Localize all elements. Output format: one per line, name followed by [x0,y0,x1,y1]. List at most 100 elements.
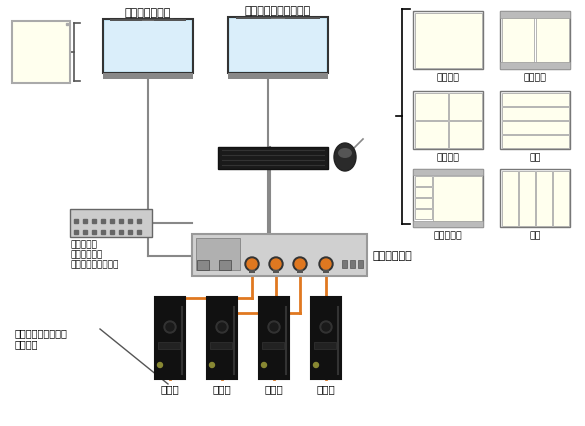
Bar [218,148,328,170]
Bar [219,260,231,271]
Text: 縦割: 縦割 [529,230,541,239]
Bar [518,171,535,226]
Circle shape [157,363,163,368]
Bar [413,170,483,176]
Bar [250,18,305,24]
Bar [415,198,432,208]
Bar [501,107,569,120]
Bar [342,260,347,268]
Bar [311,297,341,379]
Bar [110,20,142,24]
Text: ＫＶＭ複合ケーブル
（別売）: ＫＶＭ複合ケーブル （別売） [15,327,68,349]
Bar [103,74,193,80]
Bar [230,20,326,72]
Bar [501,19,534,63]
Circle shape [247,259,257,269]
Bar [314,342,336,349]
Circle shape [320,321,332,333]
Circle shape [245,257,259,271]
Bar [501,93,569,106]
Bar [501,135,569,148]
Circle shape [261,363,267,368]
Bar [285,18,320,23]
Bar [413,92,483,150]
Bar [323,269,329,273]
Text: 【メインコンソール】: 【メインコンソール】 [245,6,311,16]
Bar [210,342,232,349]
Bar [123,20,173,26]
Bar [500,12,570,19]
Bar [350,260,355,268]
Text: ＰＣ４: ＰＣ４ [316,383,335,393]
Circle shape [218,323,226,331]
Bar [297,269,303,273]
Bar [154,20,186,24]
Circle shape [314,363,318,368]
Bar [155,297,185,379]
Bar [415,93,448,120]
Text: シングル: シングル [436,73,459,82]
Text: ＲＰＭ専用
操作ユニット
ＭＯＵ－２（別売）: ＲＰＭ専用 操作ユニット ＭＯＵ－２（別売） [70,239,118,269]
Bar [415,209,432,219]
Circle shape [293,257,307,271]
Bar [415,14,481,68]
Text: ＲＰＭ－４Ｎ: ＲＰＭ－４Ｎ [372,250,412,260]
Ellipse shape [334,144,356,172]
Bar [103,20,193,74]
Bar [500,63,570,70]
Circle shape [216,321,228,333]
Bar [413,12,483,70]
Circle shape [209,363,215,368]
Bar [12,22,70,84]
Text: 横割: 横割 [529,153,541,161]
Bar [249,269,255,273]
Text: ＰＣ３: ＰＣ３ [264,383,283,393]
Bar [197,260,209,271]
Bar [415,121,448,148]
Bar [500,170,570,227]
Bar [501,171,518,226]
Ellipse shape [338,149,352,158]
Bar [433,176,482,221]
Circle shape [319,257,333,271]
Text: 【サブモニタ】: 【サブモニタ】 [125,8,171,18]
Circle shape [270,323,278,331]
Text: ＰＣ１: ＰＣ１ [161,383,180,393]
Bar [272,26,284,36]
Bar [273,269,279,273]
Bar [415,176,432,187]
Bar [500,12,570,70]
Bar [415,187,432,198]
Circle shape [268,321,280,333]
Text: ＰＣ２: ＰＣ２ [212,383,232,393]
Circle shape [322,323,330,331]
Bar [449,93,481,120]
Bar [228,74,328,79]
Circle shape [269,257,283,271]
Bar [228,18,328,74]
Text: ４－１分割: ４－１分割 [433,230,462,239]
Bar [207,297,237,379]
Bar [413,170,483,227]
Circle shape [164,321,176,333]
Bar [552,171,569,226]
Bar [535,171,552,226]
Circle shape [166,323,174,331]
Bar [236,18,271,23]
Bar [358,260,363,268]
Bar [262,342,284,349]
Bar [500,92,570,150]
Circle shape [321,259,331,269]
Circle shape [295,259,305,269]
Text: 均等分割: 均等分割 [436,153,459,161]
Bar [192,234,367,276]
Bar [158,342,180,349]
Bar [259,297,289,379]
Circle shape [271,259,281,269]
Bar [449,121,481,148]
Bar [70,210,152,237]
Bar [105,22,191,72]
Bar [196,239,240,271]
Bar [413,222,483,227]
Text: 自動分割: 自動分割 [524,73,546,82]
